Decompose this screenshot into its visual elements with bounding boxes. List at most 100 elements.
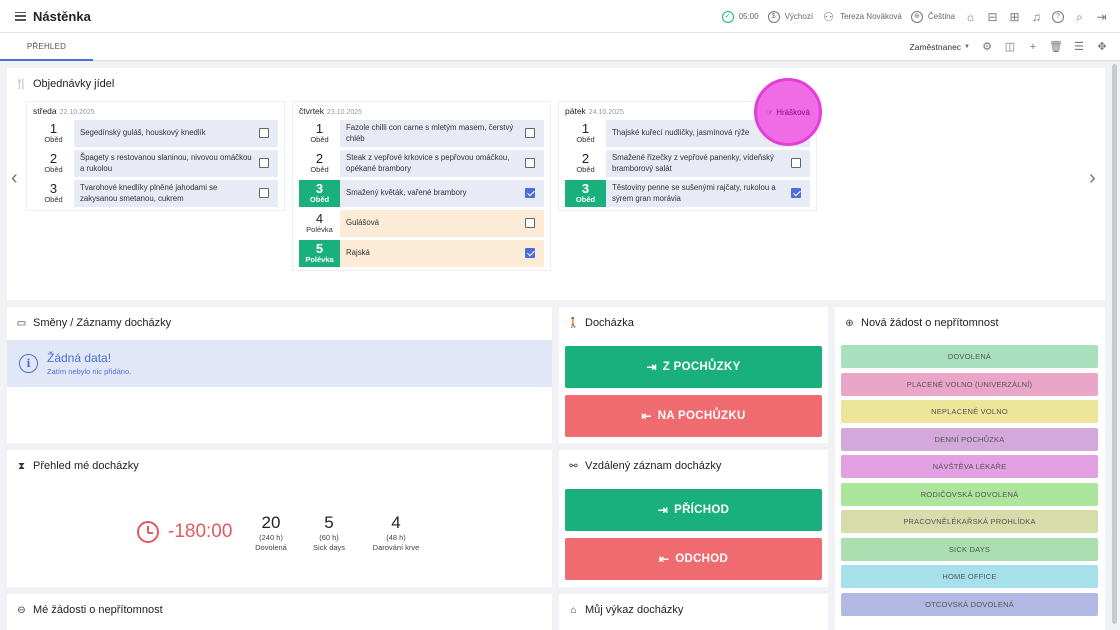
absence-request-panel: ⊕ Nová žádost o nepřítomnost DOVOLENÁ PLA… <box>835 307 1105 630</box>
departure-button[interactable]: ⇤ ODCHOD <box>565 538 822 580</box>
logout-icon[interactable]: ⇥ <box>1096 9 1107 24</box>
meal-checkbox[interactable] <box>525 248 535 258</box>
day-name: středa <box>33 106 57 116</box>
meal-checkbox[interactable] <box>525 218 535 228</box>
role-select[interactable]: Zaměstnanec ▼ <box>910 42 970 52</box>
gift-icon[interactable]: ⊞ <box>1009 9 1020 24</box>
meal-number: 2 Oběd <box>299 150 340 177</box>
tab-overview[interactable]: PŘEHLED <box>0 33 93 61</box>
absence-header: ⊕ Nová žádost o nepřítomnost <box>844 307 999 339</box>
absence-type-button[interactable]: NÁVŠTĚVA LÉKAŘE <box>841 455 1098 478</box>
cutlery-icon: 🍴 <box>15 78 28 90</box>
absence-type-button[interactable]: DENNÍ POCHŮZKA <box>841 427 1098 451</box>
meal-checkbox[interactable] <box>259 128 269 138</box>
overview-header: ⧗ Přehled mé docházky <box>16 450 139 482</box>
meal-checkbox[interactable] <box>791 158 801 168</box>
absence-type-button[interactable]: PLACENÉ VOLNO (UNIVERZÁLNÍ) <box>841 372 1098 396</box>
time-indicator[interactable]: ✓ 05:00 <box>721 10 759 23</box>
help-icon[interactable]: ? <box>1052 10 1064 23</box>
calendar-icon: ▭ <box>16 317 27 329</box>
search-icon[interactable]: ⌕ <box>1076 9 1083 24</box>
user-name: Tereza Nováková <box>840 12 902 21</box>
absence-type-button[interactable]: RODIČOVSKÁ DOVOLENÁ <box>841 482 1098 506</box>
bell-icon[interactable]: ♫ <box>1032 9 1041 24</box>
signpost-icon[interactable]: ⊟ <box>987 9 998 24</box>
remote-header: ⚯ Vzdálený záznam docházky <box>568 450 721 482</box>
menu-icon[interactable] <box>15 11 26 21</box>
meal-item[interactable]: 2 Oběd Steak z vepřové krkovice s pepřovo… <box>299 150 544 177</box>
location-selector[interactable]: $ Výchozí <box>767 10 814 23</box>
language-selector[interactable]: ⊕ Čeština <box>910 10 955 23</box>
absence-type-button[interactable]: OTCOVSKÁ DOVOLENÁ <box>841 592 1098 616</box>
page-title: Nástěnka <box>33 8 91 24</box>
meal-item[interactable]: 3 Oběd Tvarohové knedlíky plněné jahodami… <box>33 180 278 207</box>
trash-icon[interactable]: 🗑 <box>1049 40 1063 53</box>
to-trip-button[interactable]: ⇤ NA POCHŮZKU <box>565 395 822 437</box>
meal-checkbox[interactable] <box>259 158 269 168</box>
chevron-down-icon: ▼ <box>964 44 970 50</box>
next-arrow-icon[interactable]: › <box>1089 167 1096 189</box>
pointer-icon: ☞ <box>766 107 774 117</box>
bank-icon: ⌂ <box>570 604 577 616</box>
report-header: ⌂ Můj výkaz docházky <box>568 594 683 626</box>
day-card: čtvrtek 23.10.2025 1 Oběd Fazole chilli co… <box>293 102 550 270</box>
empty-subtitle: Zatím nebylo nic přidáno. <box>47 367 132 376</box>
meal-number: 1 Oběd <box>299 120 340 147</box>
meal-number: 2 Oběd <box>33 150 74 177</box>
day-card: středa 22.10.2025 1 Oběd Segedínský guláš,… <box>27 102 284 210</box>
day-header: středa 22.10.2025 <box>27 102 284 120</box>
attendance-title: Docházka <box>585 317 634 329</box>
absence-type-button[interactable]: SICK DAYS <box>841 537 1098 561</box>
meal-checkbox[interactable] <box>259 188 269 198</box>
absence-title: Nová žádost o nepřítomnost <box>861 317 999 329</box>
add-icon[interactable]: + <box>1029 40 1037 53</box>
check-circle-icon: ✓ <box>721 10 734 23</box>
location-text: Výchozí <box>784 12 814 21</box>
sun-icon[interactable]: ☼ <box>965 9 976 24</box>
absence-type-button[interactable]: PRACOVNĚLÉKAŘSKÁ PROHLÍDKA <box>841 510 1098 533</box>
meal-item[interactable]: 1 Oběd Fazole chilli con carne s mletým m… <box>299 120 544 147</box>
meal-item[interactable]: 2 Oběd Špagety s restovanou slaninou, niv… <box>33 150 278 177</box>
settings-icon[interactable]: ⚙ <box>982 40 992 53</box>
stat-sick-days: 5 (60 h) Sick days <box>312 513 346 552</box>
prev-arrow-icon[interactable]: ‹ <box>11 167 18 189</box>
meal-item[interactable]: 3 Oběd Těstoviny penne se sušenými rajčat… <box>565 180 810 207</box>
my-requests-panel: ⊖ Mé žádosti o nepřítomnost <box>7 594 552 630</box>
absence-type-button[interactable]: NEPLACENÉ VOLNO <box>841 400 1098 423</box>
meal-checkbox[interactable] <box>525 128 535 138</box>
meal-item[interactable]: 4 Polévka Gulášová <box>299 210 544 237</box>
move-icon[interactable]: ✥ <box>1097 40 1107 53</box>
from-trip-button[interactable]: ⇥ Z POCHŮZKY <box>565 346 822 388</box>
arrival-button[interactable]: ⇥ PŘÍCHOD <box>565 489 822 531</box>
attendance-header: 🚶 Docházka <box>567 307 634 339</box>
day-name: čtvrtek <box>299 106 325 116</box>
meal-item[interactable]: 3 Oběd Smažený květák, vařené brambory <box>299 180 544 207</box>
language-text: Čeština <box>927 12 955 21</box>
scrollbar[interactable] <box>1111 62 1118 630</box>
attendance-overview-panel: ⧗ Přehled mé docházky -180:00 20 (240 h)… <box>7 450 552 587</box>
meal-checkbox[interactable] <box>525 188 535 198</box>
plus-circle-icon: ⊕ <box>845 317 854 329</box>
cursor-label: Hrášková <box>776 107 810 117</box>
meal-number: 1 Oběd <box>33 120 74 147</box>
hourglass-icon: ⧗ <box>17 460 26 472</box>
meal-item[interactable]: 2 Oběd Smažené řízečky z vepřové panenky,… <box>565 150 810 177</box>
minus-circle-icon: ⊖ <box>17 604 26 616</box>
meal-checkbox[interactable] <box>525 158 535 168</box>
meal-item[interactable]: 5 Polévka Rajská <box>299 240 544 267</box>
list-icon[interactable]: ☰ <box>1074 40 1084 53</box>
absence-type-button[interactable]: HOME OFFICE <box>841 565 1098 588</box>
day-name: pátek <box>565 106 586 116</box>
meal-name: Těstoviny penne se sušenými rajčaty, ruk… <box>612 183 776 203</box>
meal-checkbox[interactable] <box>791 188 801 198</box>
meal-name: Steak z vepřové krkovice s pepřovou omáč… <box>346 153 510 173</box>
meal-item[interactable]: 1 Oběd Segedínský guláš, houskový knedlík <box>33 120 278 147</box>
overview-title: Přehled mé docházky <box>33 460 139 472</box>
user-menu[interactable]: ⚇ Tereza Nováková <box>822 10 902 23</box>
meal-number: 3 Oběd <box>33 180 74 207</box>
absence-type-button[interactable]: DOVOLENÁ <box>841 345 1098 368</box>
scrollbar-thumb[interactable] <box>1112 64 1117 624</box>
layout-icon[interactable]: ◫ <box>1004 40 1016 53</box>
day-header: čtvrtek 23.10.2025 <box>293 102 550 120</box>
empty-title: Žádná data! <box>47 351 112 365</box>
